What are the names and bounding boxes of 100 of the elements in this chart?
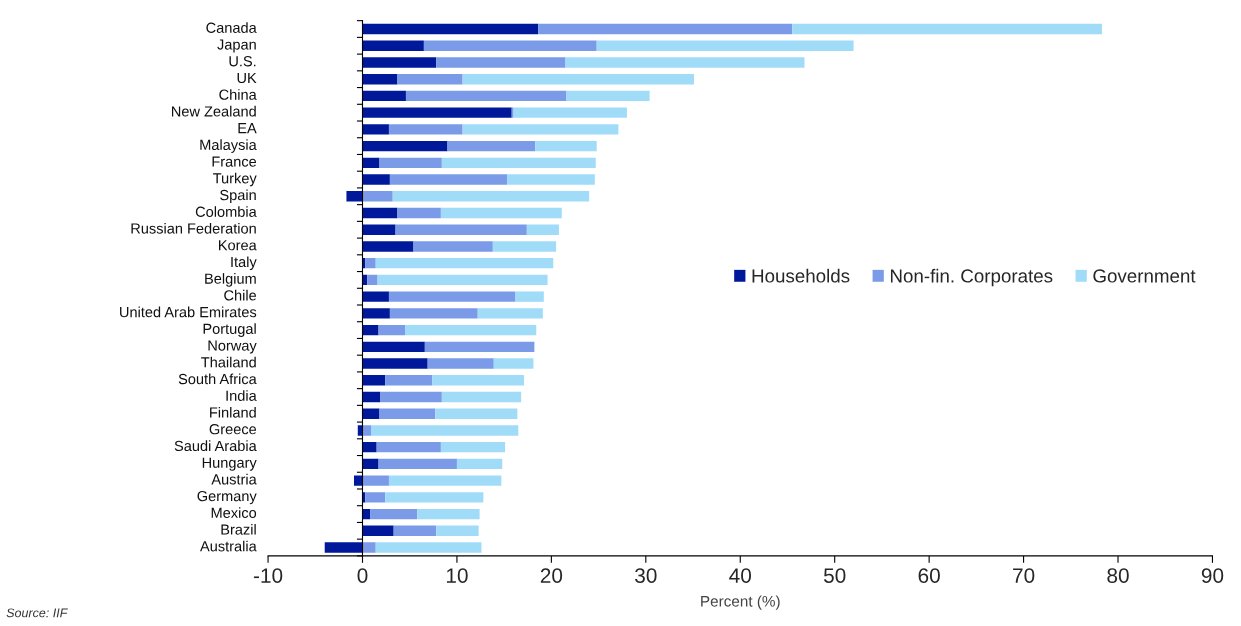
y-tick-label: EA (238, 123, 257, 134)
bar (362, 341, 425, 352)
bar (404, 324, 537, 336)
bar (376, 441, 441, 453)
bar (423, 40, 597, 51)
bar (440, 207, 562, 219)
y-tick-label: Canada (206, 22, 257, 33)
bar (380, 391, 442, 403)
bar (535, 140, 597, 152)
bar (367, 274, 378, 286)
bar (447, 140, 536, 152)
y-tick-label: Brazil (221, 524, 256, 535)
y-tick-label: Colombia (195, 206, 257, 217)
y-tick-label: Chile (224, 289, 257, 301)
y-tick-label: Saudi Arabia (174, 440, 257, 452)
bar (362, 358, 428, 369)
y-tick-label: Belgium (205, 273, 256, 287)
bar (375, 258, 554, 269)
y-tick-label: Korea (219, 240, 257, 251)
bar (362, 74, 398, 85)
bar (362, 40, 424, 51)
bar (392, 191, 590, 202)
bar (506, 174, 595, 185)
bar (397, 74, 463, 85)
bar (413, 241, 493, 252)
x-tick-label: 20 (540, 568, 563, 583)
bar (436, 525, 479, 536)
bar (405, 90, 567, 102)
bar (389, 174, 507, 185)
y-tick-label: Austria (211, 473, 257, 485)
legend-label: Non-fin. Corporates (890, 268, 1053, 287)
bar (362, 157, 380, 169)
y-tick-label: India (226, 390, 257, 401)
bar (371, 425, 519, 436)
bar (462, 74, 694, 85)
bar (362, 140, 448, 152)
y-tick-label: China (219, 89, 257, 100)
bar (362, 207, 398, 219)
bar (354, 475, 363, 486)
bar (526, 224, 559, 235)
bar (441, 391, 522, 403)
bar (477, 308, 543, 319)
bar (388, 475, 502, 486)
y-tick-label: Norway (208, 340, 257, 354)
bar (385, 375, 433, 386)
y-tick-label: Germany (197, 490, 257, 505)
y-tick-label: Turkey (213, 172, 257, 187)
x-tick-label: -10 (253, 568, 283, 583)
y-tick-label: Finland (210, 406, 256, 418)
bar (388, 124, 463, 135)
bar (362, 375, 386, 386)
bar (493, 358, 534, 369)
bar (362, 23, 539, 35)
y-tick-label: Hungary (202, 457, 257, 471)
bar (427, 358, 494, 369)
x-tick-label: 10 (446, 568, 468, 583)
y-tick-label: Russian Federation (131, 222, 256, 234)
bar (362, 508, 371, 520)
y-tick-label: Malaysia (200, 139, 257, 153)
y-tick-label: UK (237, 72, 257, 84)
bar (492, 241, 557, 252)
y-tick-label: South Africa (178, 373, 257, 385)
legend-label: Government (1093, 269, 1196, 283)
bar (362, 224, 396, 235)
bar (362, 408, 380, 419)
bar (357, 425, 363, 436)
bar (362, 308, 390, 319)
bar (370, 508, 418, 520)
bar (424, 341, 535, 352)
bar (379, 408, 436, 419)
y-tick-label: Greece (209, 424, 257, 435)
x-tick-label: 60 (918, 568, 940, 583)
x-axis-title: Percent (%) (701, 595, 780, 610)
bar (462, 124, 619, 135)
bar (365, 258, 376, 269)
bar (362, 124, 389, 135)
bar (324, 542, 363, 553)
x-tick-label: 90 (1201, 568, 1224, 583)
bar (441, 157, 596, 169)
y-tick-label: New Zealand (172, 105, 256, 117)
x-tick-label: 30 (635, 568, 657, 583)
bar (393, 525, 437, 536)
bar (362, 107, 512, 118)
bar (379, 157, 442, 169)
bar (377, 274, 548, 286)
bar (513, 107, 627, 118)
bar (362, 475, 389, 486)
bar (395, 224, 527, 235)
bar (346, 191, 363, 202)
bar (362, 324, 379, 336)
bar (378, 458, 457, 470)
y-tick-label: Italy (231, 256, 257, 270)
y-tick-label: Portugal (203, 323, 256, 337)
bar (362, 90, 406, 102)
bar (362, 191, 393, 202)
y-tick-label: U.S. (229, 56, 256, 67)
source-note: Source: IIF (6, 608, 68, 618)
bar (362, 542, 376, 553)
x-tick-label: 80 (1107, 568, 1129, 583)
bar (362, 241, 414, 252)
